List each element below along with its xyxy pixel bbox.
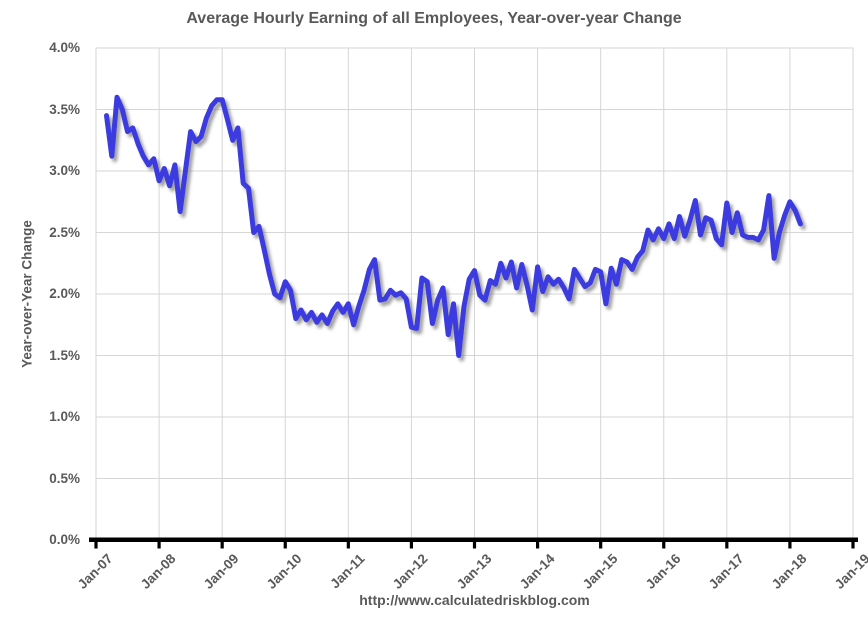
x-axis-tick-mark bbox=[220, 542, 224, 549]
x-axis-tick-mark bbox=[157, 542, 161, 549]
x-axis-tick-mark bbox=[472, 542, 477, 549]
y-tick-label: 2.0% bbox=[49, 286, 80, 301]
y-tick-label: 3.5% bbox=[49, 101, 80, 117]
y-tick-label: 4.0% bbox=[49, 40, 80, 55]
y-tick-label: 0.5% bbox=[49, 470, 80, 486]
y-tick-label: 1.0% bbox=[49, 409, 80, 424]
x-axis-tick-mark bbox=[662, 542, 666, 549]
x-axis-tick-mark bbox=[94, 542, 98, 549]
x-axis-tick-mark bbox=[346, 542, 350, 549]
chart-title: Average Hourly Earning of all Employees,… bbox=[186, 10, 682, 27]
x-axis-tick-mark bbox=[851, 542, 855, 549]
y-tick-label: 2.5% bbox=[49, 224, 80, 240]
x-axis-tick-mark bbox=[283, 542, 287, 549]
y-tick-label: 3.0% bbox=[49, 163, 80, 178]
y-tick-label: 1.5% bbox=[49, 347, 80, 363]
x-axis-tick-mark bbox=[725, 542, 729, 549]
x-axis-tick-mark bbox=[788, 542, 792, 549]
data-line bbox=[104, 94, 803, 358]
y-tick-label: 0.0% bbox=[49, 532, 80, 547]
x-axis-tick-mark bbox=[599, 542, 603, 549]
x-axis-tick-mark bbox=[535, 542, 540, 549]
x-axis-line bbox=[89, 537, 858, 542]
x-axis-tick-mark bbox=[409, 542, 414, 549]
source-url: http://www.calculatedriskblog.com bbox=[359, 592, 590, 608]
